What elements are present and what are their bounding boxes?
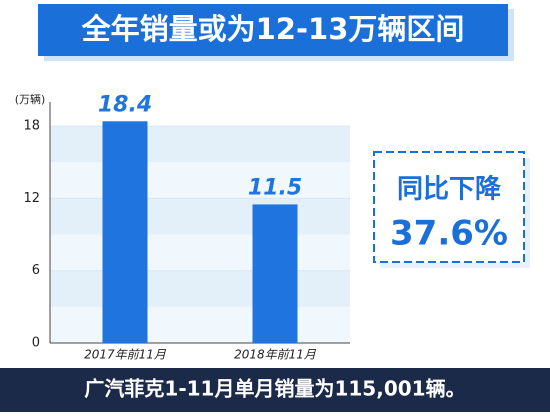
x-tick-label: 2018年前11月	[234, 348, 317, 362]
y-tick-label: 6	[32, 263, 40, 278]
y-tick-label: 18	[23, 119, 40, 134]
y-tick-label: 0	[32, 336, 40, 351]
plot-band	[50, 198, 350, 235]
plot-band	[50, 126, 350, 163]
plot-band	[50, 270, 350, 307]
footer-band	[0, 368, 550, 412]
footer-note: 广汽菲克1-11月单月销量为115,001辆。	[84, 377, 465, 401]
value-label: 11.5	[248, 175, 302, 200]
y-tick-label: 12	[23, 191, 40, 206]
callout-title: 同比下降	[397, 175, 502, 205]
bar	[102, 121, 148, 343]
value-label: 18.4	[98, 92, 152, 117]
bar	[252, 204, 298, 343]
callout-box	[373, 151, 525, 263]
plot: 0 6 12 18 2017年前11月 18.4 2018年前11月 11.5	[23, 92, 350, 362]
chart-title: 全年销量或为12-13万辆区间	[81, 12, 465, 46]
plot-band	[50, 306, 350, 343]
plot-band	[50, 234, 350, 271]
x-tick-label: 2017年前11月	[84, 348, 167, 362]
callout-value: 37.6%	[390, 214, 508, 254]
y-axis-label: (万辆)	[15, 92, 46, 106]
title-banner	[38, 4, 508, 56]
plot-band	[50, 162, 350, 199]
